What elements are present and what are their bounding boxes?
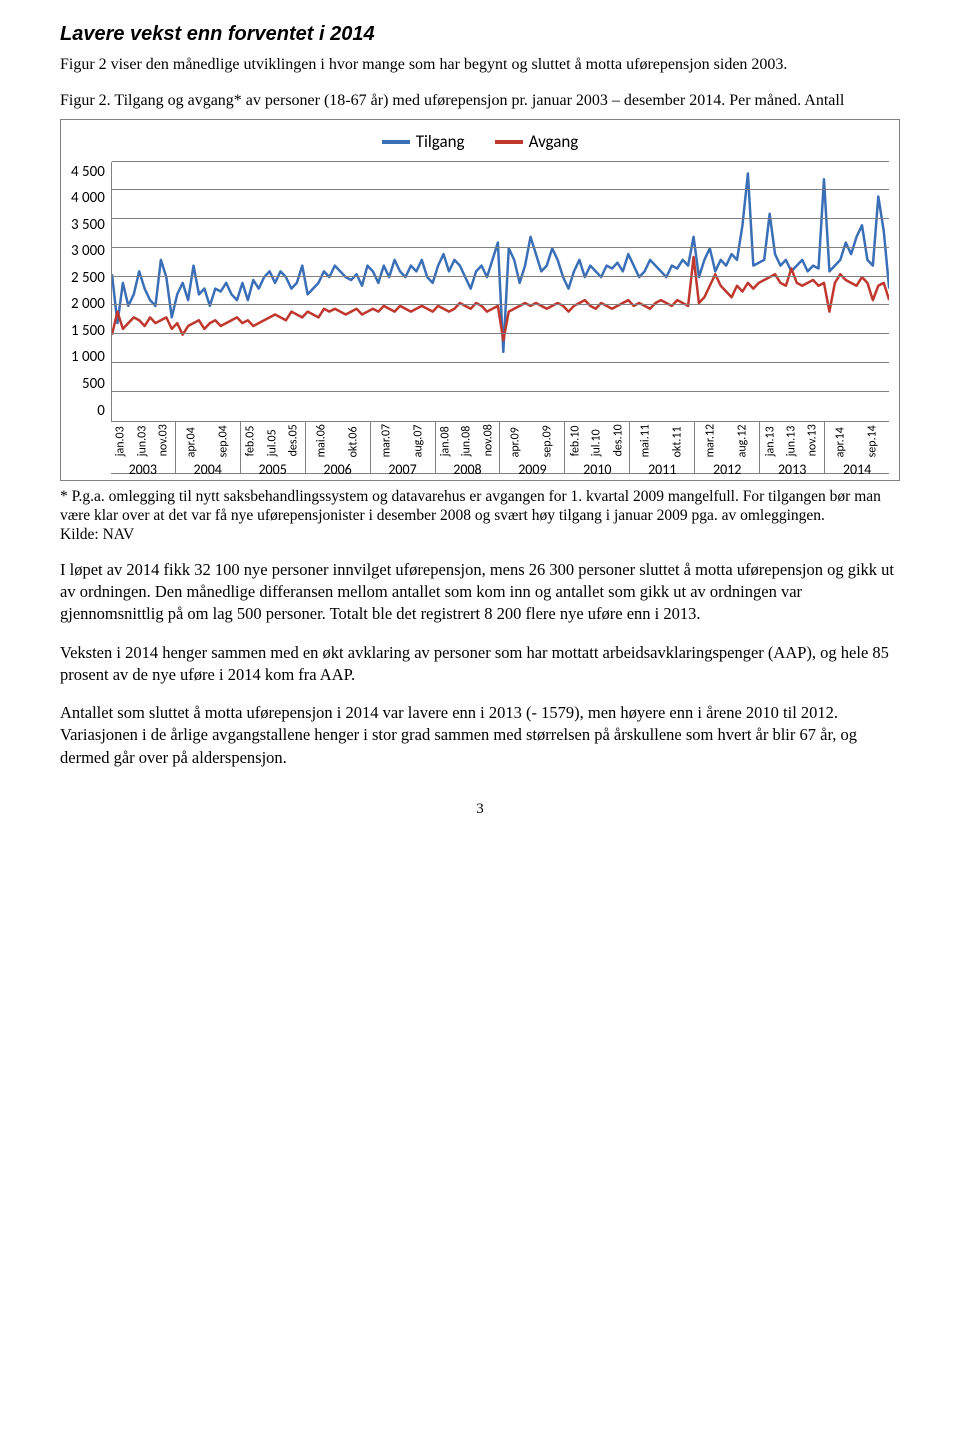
figure-caption: Figur 2. Tilgang og avgang* av personer … (60, 90, 900, 112)
legend-label-tilgang: Tilgang (416, 130, 465, 154)
x-tick-label: apr.04 (183, 445, 200, 457)
y-tick-label: 1 500 (71, 321, 105, 342)
x-tick-label: des.10 (610, 446, 627, 456)
x-year-cell: jan.08jun.08nov.082008 (436, 422, 501, 473)
x-tick-label: jun.13 (784, 446, 801, 456)
x-tick-label: aug.07 (410, 445, 427, 457)
gridline (112, 218, 889, 219)
gridline (112, 391, 889, 392)
x-tick-label: jun.08 (459, 446, 476, 456)
legend-label-avgang: Avgang (529, 130, 579, 154)
x-tick-label: jul.10 (589, 446, 606, 456)
x-tick-label: okt.11 (670, 445, 687, 457)
x-tick-label: jan.13 (762, 446, 779, 456)
x-tick-label: jul.05 (264, 446, 281, 456)
gridline (112, 276, 889, 277)
y-tick-label: 3 000 (71, 241, 105, 262)
x-tick-label: okt.06 (345, 445, 362, 457)
y-tick-label: 2 000 (71, 294, 105, 315)
x-tick-label: sep.09 (540, 445, 557, 457)
y-tick-label: 3 500 (71, 215, 105, 236)
x-year-cell: mai.11okt.112011 (630, 422, 695, 473)
legend-item-avgang: Avgang (495, 130, 579, 154)
x-tick-label: nov.08 (480, 446, 497, 456)
x-year-label: 2005 (241, 460, 305, 482)
legend-swatch-avgang (495, 140, 523, 144)
body-paragraph-3: Antallet som sluttet å motta uførepensjo… (60, 702, 900, 769)
x-year-label: 2009 (500, 460, 564, 482)
x-tick-label: mai.11 (638, 445, 655, 457)
x-axis: jan.03jun.03nov.032003apr.04sep.042004fe… (111, 422, 889, 474)
x-tick-label: sep.14 (865, 445, 882, 457)
y-tick-label: 4 500 (71, 162, 105, 183)
legend-swatch-tilgang (382, 140, 410, 144)
x-year-cell: jan.03jun.03nov.032003 (111, 422, 176, 473)
x-year-label: 2010 (565, 460, 629, 482)
line-svg (112, 162, 889, 421)
x-year-cell: apr.09sep.092009 (500, 422, 565, 473)
x-year-cell: apr.14sep.142014 (825, 422, 889, 473)
y-axis: 4 500 4 000 3 500 3 000 2 500 2 000 1 500 1 000… (71, 162, 111, 422)
x-tick-label: feb.10 (568, 446, 585, 456)
x-year-label: 2004 (176, 460, 240, 482)
gridline (112, 362, 889, 363)
x-tick-label: des.05 (286, 446, 303, 456)
gridline (112, 189, 889, 190)
x-year-cell: mar.07aug.072007 (371, 422, 436, 473)
body-paragraph-2: Veksten i 2014 henger sammen med en økt … (60, 642, 900, 687)
x-tick-label: jan.08 (438, 446, 455, 456)
x-year-label: 2011 (630, 460, 694, 482)
gridline (112, 304, 889, 305)
figure-footnote: * P.g.a. omlegging til nytt saksbehandli… (60, 487, 900, 545)
y-tick-label: 1 000 (71, 347, 105, 368)
y-tick-label: 500 (82, 374, 105, 395)
gridline (112, 333, 889, 334)
x-year-label: 2006 (306, 460, 370, 482)
y-tick-label: 2 500 (71, 268, 105, 289)
x-year-label: 2013 (760, 460, 824, 482)
x-year-label: 2007 (371, 460, 435, 482)
x-tick-label: apr.09 (508, 445, 525, 457)
plot (111, 162, 889, 422)
section-heading: Lavere vekst enn forventet i 2014 (60, 20, 900, 48)
y-tick-label: 0 (97, 401, 105, 422)
x-year-cell: jan.13jun.13nov.132013 (760, 422, 825, 473)
x-tick-label: mar.07 (378, 445, 395, 457)
x-tick-label: mar.12 (703, 445, 720, 457)
x-tick-label: jan.03 (113, 446, 130, 456)
x-tick-label: apr.14 (833, 445, 850, 457)
x-tick-label: mai.06 (313, 445, 330, 457)
chart-legend: Tilgang Avgang (71, 130, 889, 154)
chart-container: Tilgang Avgang 4 500 4 000 3 500 3 000 2 500… (60, 119, 900, 481)
x-year-label: 2008 (436, 460, 500, 482)
x-year-label: 2012 (695, 460, 759, 482)
x-year-cell: feb.10jul.10des.102010 (565, 422, 630, 473)
x-tick-label: sep.04 (215, 445, 232, 457)
gridline (112, 161, 889, 162)
legend-item-tilgang: Tilgang (382, 130, 465, 154)
x-year-cell: apr.04sep.042004 (176, 422, 241, 473)
x-year-cell: mai.06okt.062006 (306, 422, 371, 473)
x-tick-label: nov.03 (156, 446, 173, 456)
gridline (112, 247, 889, 248)
x-year-cell: feb.05jul.05des.052005 (241, 422, 306, 473)
x-tick-label: nov.13 (805, 446, 822, 456)
x-year-label: 2014 (825, 460, 889, 482)
x-year-cell: mar.12aug.122012 (695, 422, 760, 473)
chart-area: 4 500 4 000 3 500 3 000 2 500 2 000 1 500 1 000… (71, 162, 889, 474)
x-tick-label: feb.05 (243, 446, 260, 456)
plot-wrap: jan.03jun.03nov.032003apr.04sep.042004fe… (111, 162, 889, 474)
x-year-label: 2003 (111, 460, 175, 482)
x-tick-label: aug.12 (735, 445, 752, 457)
y-tick-label: 4 000 (71, 188, 105, 209)
x-tick-label: jun.03 (134, 446, 151, 456)
page-number: 3 (60, 799, 900, 820)
body-paragraph-1: I løpet av 2014 fikk 32 100 nye personer… (60, 559, 900, 626)
intro-text: Figur 2 viser den månedlige utviklingen … (60, 54, 900, 76)
